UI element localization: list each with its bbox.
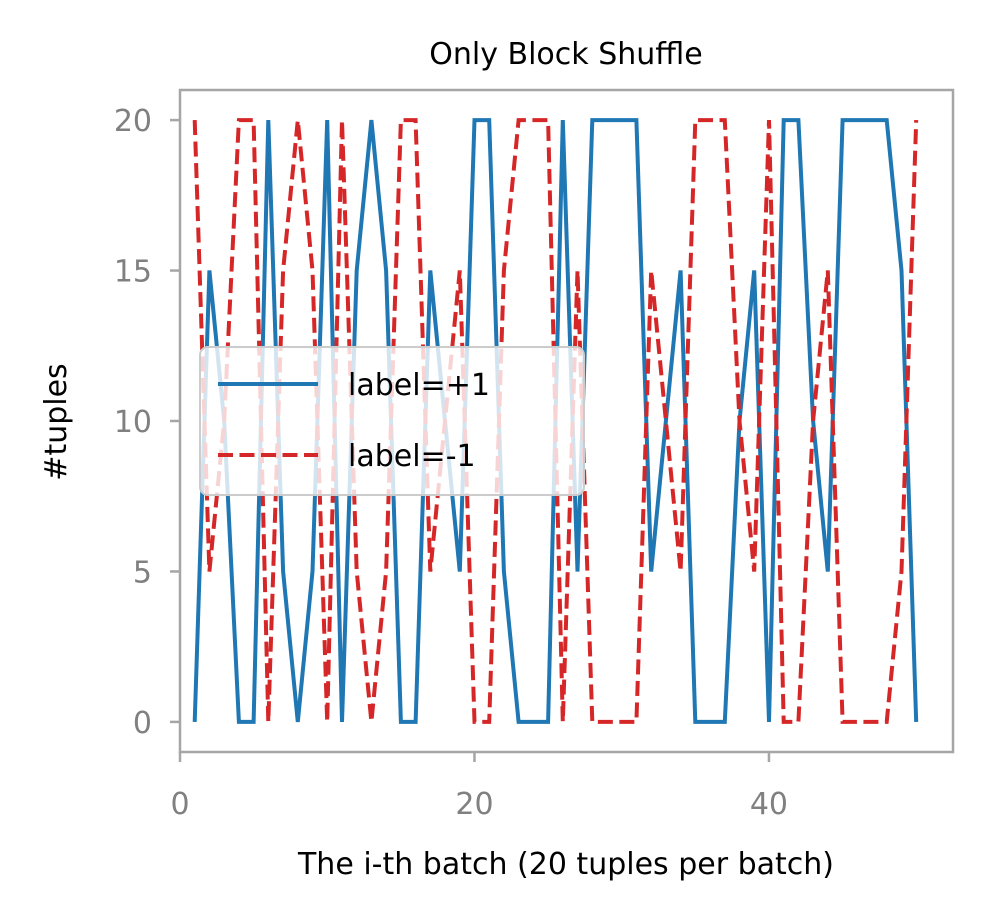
x-tick-label: 20 [455,787,493,822]
legend-label-plus-1: label=+1 [348,368,490,403]
y-tick-label: 10 [114,405,152,440]
x-axis: 0 20 40 [170,752,788,822]
series-line-1 [192,118,919,724]
x-axis-label: The i-th batch (20 tuples per batch) [297,847,834,882]
y-axis-label: #tuples [39,363,74,480]
legend-label-minus-1: label=-1 [348,439,476,474]
x-tick-label: 40 [750,787,788,822]
chart-title: Only Block Shuffle [429,37,702,72]
y-tick-label: 20 [114,104,152,139]
y-tick-label: 0 [133,706,152,741]
y-tick-label: 15 [114,255,152,290]
legend: label=+1 label=-1 [199,346,585,496]
y-axis: 0 5 10 15 20 [114,104,180,741]
x-tick-label: 0 [170,787,189,822]
y-tick-label: 5 [133,555,152,590]
